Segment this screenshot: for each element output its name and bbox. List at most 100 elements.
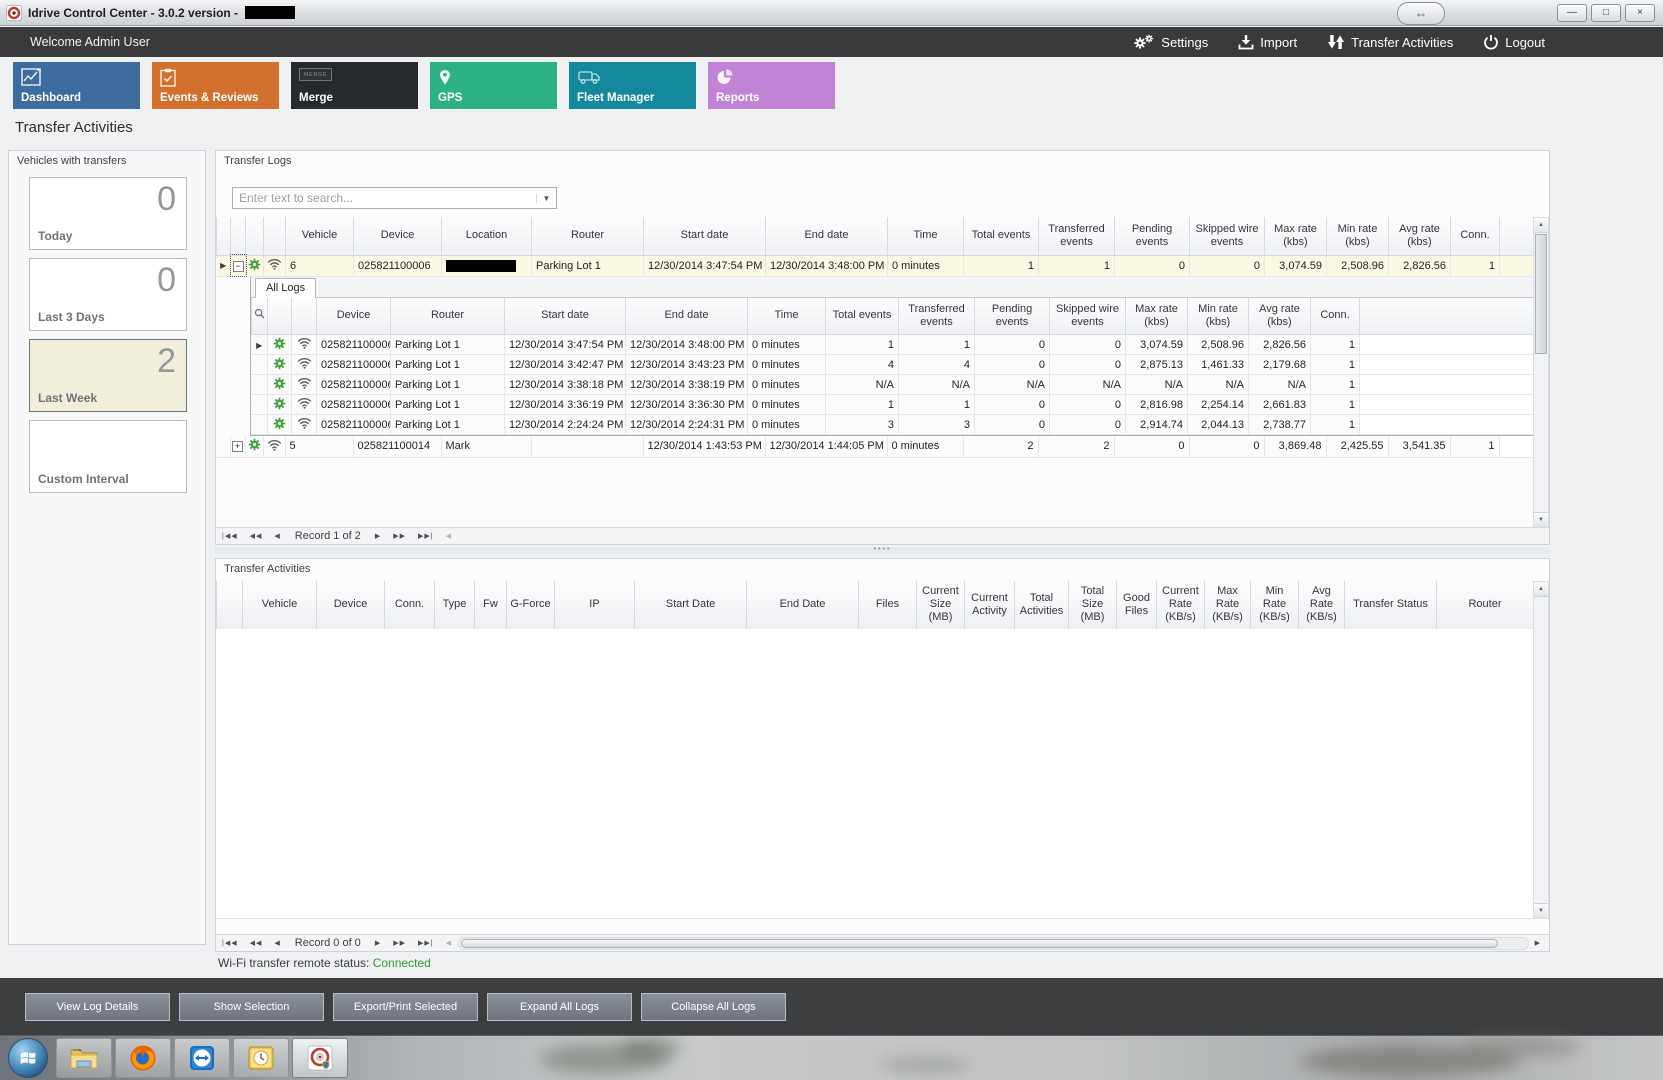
col-header[interactable]: Fw xyxy=(474,581,507,630)
pager-prev-page-button[interactable]: ◀◀ xyxy=(249,940,263,947)
col-header[interactable]: Skipped wire events xyxy=(1189,217,1265,256)
col-header[interactable]: Vehicle xyxy=(285,217,354,256)
tab-events-reviews[interactable]: Events & Reviews xyxy=(152,62,279,109)
close-button[interactable]: × xyxy=(1625,4,1655,22)
tab-merge[interactable]: MERGE Merge xyxy=(291,62,418,109)
combo-dropdown-icon[interactable]: ▼ xyxy=(536,193,556,203)
pager-next-button[interactable]: ▶ xyxy=(374,533,382,540)
panel-splitter[interactable]: •••• xyxy=(215,546,1550,554)
pager-prev-button[interactable]: ◀ xyxy=(274,940,281,947)
scrollbar-thumb[interactable] xyxy=(1535,234,1547,354)
col-header[interactable]: Total events xyxy=(825,297,899,335)
col-header[interactable]: Router xyxy=(531,217,644,256)
col-header[interactable]: Total Size (MB) xyxy=(1068,581,1117,630)
scroll-down-arrow[interactable]: ▼ xyxy=(1534,903,1548,918)
col-header[interactable]: Time xyxy=(887,217,964,256)
vehicle-filter-card[interactable]: 2 Last Week xyxy=(29,339,187,412)
col-header[interactable]: Current Size (MB) xyxy=(916,581,965,630)
col-header[interactable]: Pending events xyxy=(974,297,1050,335)
col-header[interactable]: Conn. xyxy=(1450,217,1500,256)
col-header[interactable]: End date xyxy=(765,217,888,256)
gear-icon[interactable] xyxy=(245,436,264,458)
expand-row-icon[interactable]: + xyxy=(230,436,246,458)
pager-next-button[interactable]: ▶ xyxy=(374,940,382,947)
logout-button[interactable]: Logout xyxy=(1483,34,1545,51)
log-detail-row[interactable]: ▶ 025821100006 Parking Lot 1 12/30/2014 … xyxy=(251,354,1543,375)
col-header[interactable]: Router xyxy=(390,297,505,335)
import-button[interactable]: Import xyxy=(1238,34,1297,51)
col-header[interactable]: Type xyxy=(434,581,475,630)
col-header[interactable]: Start date xyxy=(504,297,626,335)
col-header[interactable]: Time xyxy=(747,297,826,335)
scroll-right-arrow[interactable]: ▶ xyxy=(1534,940,1541,947)
col-header[interactable]: Total events xyxy=(963,217,1039,256)
pager-next-page-button[interactable]: ▶▶ xyxy=(393,533,406,540)
col-header[interactable]: Device xyxy=(353,217,442,256)
col-header[interactable]: Files xyxy=(858,581,917,630)
tab-all-logs[interactable]: All Logs xyxy=(255,277,317,298)
col-header[interactable]: Start date xyxy=(643,217,766,256)
gear-icon[interactable] xyxy=(267,394,292,415)
col-header[interactable]: Good Files xyxy=(1116,581,1157,630)
col-header[interactable]: Location xyxy=(441,217,532,256)
pager-last-button[interactable]: ▶▶| xyxy=(417,533,434,540)
vehicle-filter-card[interactable]: 0 Today xyxy=(29,177,187,250)
col-header[interactable]: Pending events xyxy=(1114,217,1190,256)
pager-prev-page-button[interactable]: ◀◀ xyxy=(249,533,263,540)
minimize-button[interactable]: — xyxy=(1557,4,1587,22)
footer-button[interactable]: Collapse All Logs xyxy=(641,992,786,1021)
tab-dashboard[interactable]: Dashboard xyxy=(13,62,140,109)
scroll-up-arrow[interactable]: ▲ xyxy=(1534,218,1548,233)
pager-prev-button[interactable]: ◀ xyxy=(274,533,281,540)
col-header[interactable]: Device xyxy=(316,581,385,630)
footer-button[interactable]: View Log Details xyxy=(25,992,170,1021)
maximize-button[interactable]: □ xyxy=(1591,4,1621,22)
transfer-activities-button[interactable]: Transfer Activities xyxy=(1327,34,1453,51)
taskbar-outlook-button[interactable] xyxy=(233,1038,289,1078)
pager-last-button[interactable]: ▶▶| xyxy=(417,940,434,947)
horizontal-scrollbar[interactable]: ▶ xyxy=(457,936,1547,951)
scroll-up-arrow[interactable]: ▲ xyxy=(1534,582,1548,597)
tab-fleet-manager[interactable]: Fleet Manager xyxy=(569,62,696,109)
col-header[interactable]: Conn. xyxy=(1310,297,1360,335)
taskbar-firefox-button[interactable] xyxy=(115,1038,171,1078)
col-header[interactable]: Total Activities xyxy=(1014,581,1069,630)
col-header[interactable]: Current Rate (KB/s) xyxy=(1156,581,1205,630)
col-header[interactable]: Avg Rate (KB/s) xyxy=(1298,581,1345,630)
taskbar-idrive-button[interactable] xyxy=(292,1038,348,1078)
log-detail-row[interactable]: ▶ 025821100006 Parking Lot 1 12/30/2014 … xyxy=(251,394,1543,415)
col-header[interactable]: Transferred events xyxy=(1038,217,1115,256)
col-header[interactable]: Device xyxy=(316,297,391,335)
col-header[interactable]: Max Rate (KB/s) xyxy=(1204,581,1251,630)
col-header[interactable]: End date xyxy=(625,297,748,335)
log-detail-row[interactable]: ▶ 025821100006 Parking Lot 1 12/30/2014 … xyxy=(251,334,1543,355)
log-detail-row[interactable]: ▶ 025821100006 Parking Lot 1 12/30/2014 … xyxy=(251,374,1543,395)
col-header[interactable]: Max rate (kbs) xyxy=(1125,297,1188,335)
footer-button[interactable]: Expand All Logs xyxy=(487,992,632,1021)
col-header[interactable]: Current Activity xyxy=(964,581,1015,630)
taskbar-teamviewer-button[interactable] xyxy=(174,1038,230,1078)
gear-icon[interactable] xyxy=(267,414,292,435)
footer-button[interactable]: Show Selection xyxy=(179,992,324,1021)
gear-icon[interactable] xyxy=(245,255,264,277)
collapse-row-icon[interactable]: − xyxy=(229,254,247,277)
pager-first-button[interactable]: |◀◀ xyxy=(222,533,238,540)
pager-next-page-button[interactable]: ▶▶ xyxy=(393,940,406,947)
footer-button[interactable]: Export/Print Selected xyxy=(333,992,478,1021)
col-header[interactable]: Transferred events xyxy=(898,297,975,335)
gear-icon[interactable] xyxy=(267,374,292,395)
logs-vertical-scrollbar[interactable]: ▲ ▼ xyxy=(1533,217,1549,528)
col-header[interactable]: Max rate (kbs) xyxy=(1264,217,1327,256)
col-header[interactable]: Min Rate (KB/s) xyxy=(1250,581,1299,630)
log-detail-row[interactable]: ▶ 025821100006 Parking Lot 1 12/30/2014 … xyxy=(251,414,1543,435)
taskbar-explorer-button[interactable] xyxy=(56,1038,112,1078)
col-header[interactable]: Min rate (kbs) xyxy=(1187,297,1249,335)
col-header[interactable]: IP xyxy=(554,581,635,630)
panel-toggle-button[interactable]: ⇔ xyxy=(1397,2,1445,25)
tab-reports[interactable]: Reports xyxy=(708,62,835,109)
col-header[interactable]: Start Date xyxy=(634,581,747,630)
scroll-left-arrow[interactable]: ◀ xyxy=(445,940,452,947)
col-header[interactable]: End Date xyxy=(746,581,859,630)
col-header[interactable]: Min rate (kbs) xyxy=(1326,217,1389,256)
gear-icon[interactable] xyxy=(267,354,292,375)
